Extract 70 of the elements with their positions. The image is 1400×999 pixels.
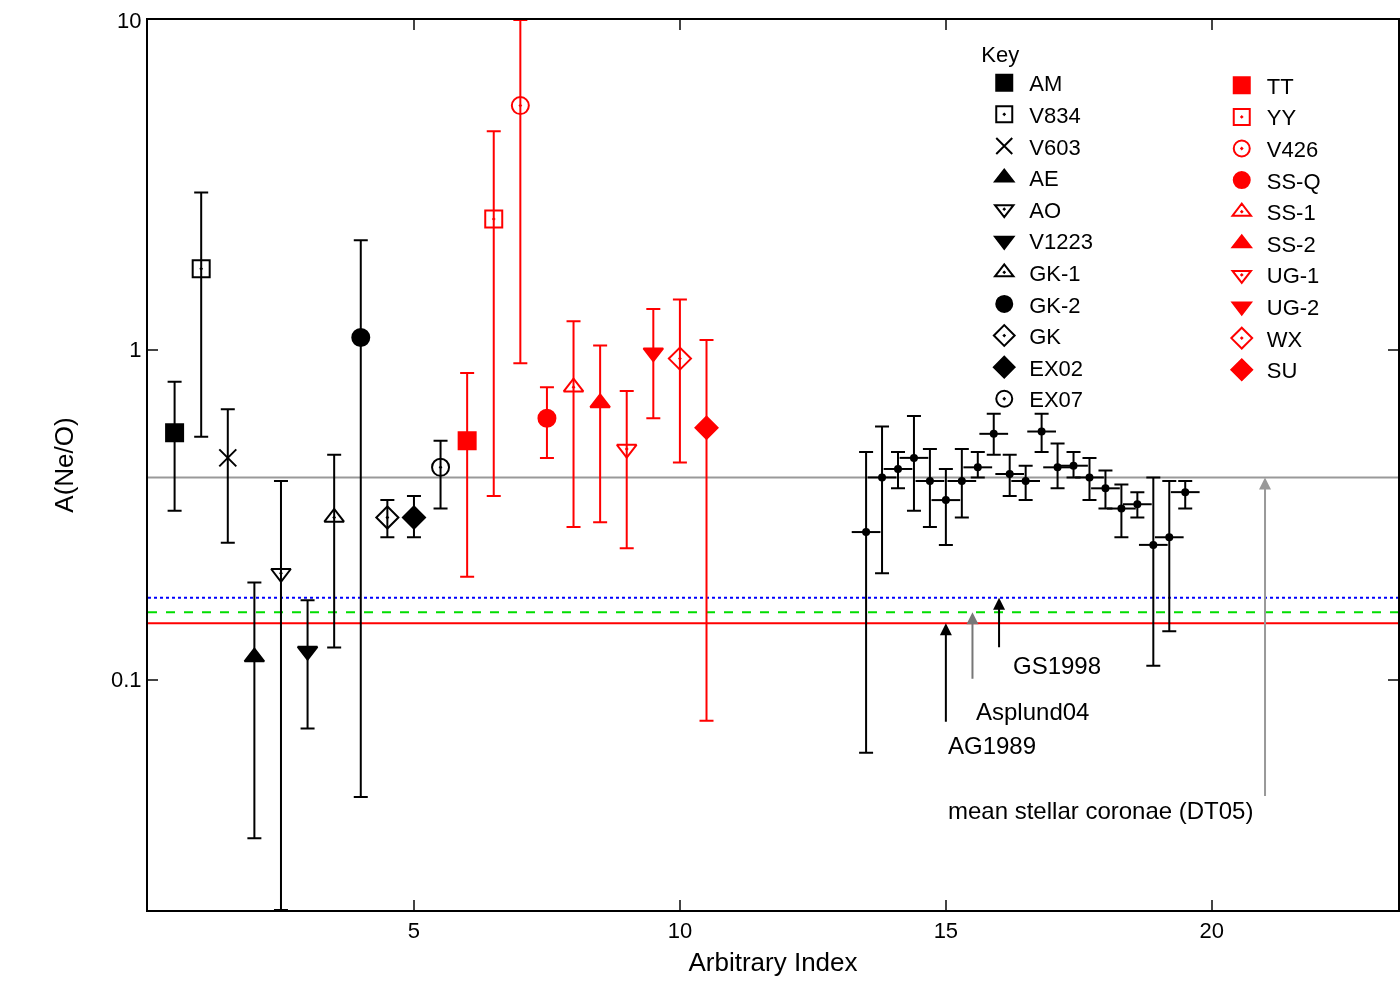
- x-tick-label: 15: [933, 918, 959, 944]
- y-tick-label: 0.1: [111, 667, 142, 693]
- point: [862, 528, 871, 537]
- annotation: Asplund04: [976, 698, 1090, 725]
- legend-label: GK: [1029, 324, 1062, 350]
- point: [957, 476, 966, 485]
- point: [1165, 533, 1174, 542]
- legend-label: SS-Q: [1266, 168, 1321, 194]
- legend-label: SU: [1266, 358, 1298, 384]
- point: [1149, 540, 1158, 549]
- point: [510, 96, 530, 116]
- x-tick-label: 20: [1199, 918, 1225, 944]
- legend-label: SS-1: [1266, 200, 1316, 226]
- legend-label: GK-2: [1029, 292, 1081, 318]
- point: [375, 505, 400, 530]
- x-tick-label: 10: [667, 918, 693, 944]
- legend-label: UG-1: [1266, 263, 1320, 289]
- legend-label: AM: [1029, 71, 1063, 97]
- x-axis-title: Arbitrary Index: [688, 946, 858, 977]
- point: [401, 505, 427, 530]
- point: [191, 259, 211, 279]
- point: [457, 431, 477, 451]
- legend-label: V603: [1029, 134, 1081, 160]
- point: [925, 476, 934, 485]
- point: [1181, 488, 1190, 497]
- legend-label: TT: [1266, 73, 1294, 99]
- point: [1085, 473, 1094, 482]
- point: [589, 393, 611, 409]
- point: [909, 453, 918, 462]
- y-axis-title: A(Ne/O): [48, 417, 79, 513]
- point: [1133, 500, 1142, 509]
- legend-label: EX07: [1029, 387, 1084, 413]
- point: [484, 209, 504, 229]
- legend-label: WX: [1266, 326, 1303, 352]
- point: [1117, 504, 1126, 513]
- point: [1053, 463, 1062, 472]
- legend-label: UG-2: [1266, 295, 1320, 321]
- point: [941, 496, 950, 505]
- annotation: AG1989: [948, 732, 1037, 759]
- point: [894, 464, 902, 473]
- legend-label: V426: [1266, 137, 1319, 163]
- point: [431, 457, 451, 477]
- y-tick-label: 1: [129, 337, 142, 363]
- point: [1101, 484, 1110, 493]
- point: [351, 327, 371, 347]
- point: [667, 346, 692, 371]
- annotation: mean stellar coronae (DT05): [948, 797, 1254, 824]
- y-tick-label: 10: [117, 7, 142, 33]
- point: [1069, 461, 1078, 470]
- legend-label: SS-2: [1266, 231, 1316, 257]
- x-tick-label: 5: [407, 918, 421, 944]
- legend-label: V1223: [1029, 229, 1093, 255]
- annotation: GS1998: [1013, 652, 1102, 679]
- point: [1037, 427, 1046, 436]
- legend-title: Key: [981, 41, 1020, 67]
- legend-label: AO: [1029, 197, 1062, 223]
- point: [1005, 469, 1014, 478]
- point: [694, 415, 719, 440]
- point: [878, 473, 887, 482]
- point: [165, 423, 185, 443]
- legend-label: EX02: [1029, 355, 1084, 381]
- legend-label: AE: [1029, 166, 1059, 192]
- point: [218, 448, 238, 468]
- point: [537, 408, 557, 428]
- point: [1021, 476, 1030, 485]
- legend-label: YY: [1266, 105, 1297, 131]
- point: [973, 463, 982, 472]
- point: [989, 429, 998, 438]
- legend-label: GK-1: [1029, 260, 1081, 286]
- legend-label: V834: [1029, 102, 1081, 128]
